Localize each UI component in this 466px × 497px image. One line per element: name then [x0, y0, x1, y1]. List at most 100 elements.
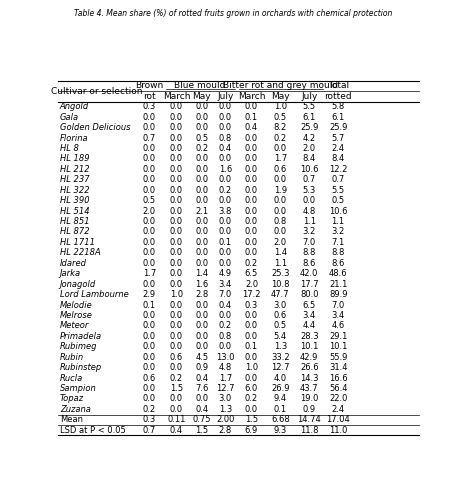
Text: 4.8: 4.8 — [219, 363, 232, 372]
Text: 0.0: 0.0 — [219, 196, 232, 205]
Text: Idared: Idared — [60, 259, 87, 268]
Text: 1.3: 1.3 — [274, 342, 287, 351]
Text: 0.0: 0.0 — [170, 280, 183, 289]
Text: 0.2: 0.2 — [245, 259, 258, 268]
Text: Lord Lambourne: Lord Lambourne — [60, 290, 129, 299]
Text: 10.8: 10.8 — [271, 280, 289, 289]
Text: 0.0: 0.0 — [170, 395, 183, 404]
Text: 1.6: 1.6 — [195, 280, 208, 289]
Text: 0.6: 0.6 — [170, 353, 183, 362]
Text: 7.0: 7.0 — [302, 238, 316, 247]
Text: 0.0: 0.0 — [195, 311, 208, 320]
Text: HL 872: HL 872 — [60, 228, 89, 237]
Text: 4.4: 4.4 — [303, 322, 316, 331]
Text: 56.4: 56.4 — [329, 384, 347, 393]
Text: 0.2: 0.2 — [245, 395, 258, 404]
Text: 0.8: 0.8 — [219, 134, 232, 143]
Text: 1.0: 1.0 — [274, 102, 287, 111]
Text: 0.0: 0.0 — [143, 165, 156, 174]
Text: 19.0: 19.0 — [300, 395, 318, 404]
Text: Rubimeg: Rubimeg — [60, 342, 97, 351]
Text: 0.0: 0.0 — [219, 102, 232, 111]
Text: 2.4: 2.4 — [332, 405, 345, 414]
Text: 0.0: 0.0 — [195, 342, 208, 351]
Text: 1.6: 1.6 — [219, 165, 232, 174]
Text: 5.5: 5.5 — [332, 186, 345, 195]
Text: 0.0: 0.0 — [219, 217, 232, 226]
Text: 0.0: 0.0 — [245, 155, 258, 164]
Text: 0.0: 0.0 — [170, 175, 183, 184]
Text: 0.0: 0.0 — [170, 248, 183, 257]
Text: 5.5: 5.5 — [303, 102, 316, 111]
Text: 0.0: 0.0 — [170, 322, 183, 331]
Text: 1.4: 1.4 — [195, 269, 208, 278]
Text: 22.0: 22.0 — [329, 395, 347, 404]
Text: July: July — [217, 92, 233, 101]
Text: 7.6: 7.6 — [195, 384, 208, 393]
Text: 0.0: 0.0 — [195, 175, 208, 184]
Text: 2.8: 2.8 — [195, 290, 208, 299]
Text: 0.0: 0.0 — [195, 165, 208, 174]
Text: 17.7: 17.7 — [300, 280, 319, 289]
Text: 14.74: 14.74 — [297, 415, 321, 424]
Text: 10.1: 10.1 — [300, 342, 318, 351]
Text: 0.0: 0.0 — [195, 155, 208, 164]
Text: HL 390: HL 390 — [60, 196, 89, 205]
Text: 0.2: 0.2 — [219, 322, 232, 331]
Text: 89.9: 89.9 — [329, 290, 347, 299]
Text: 0.0: 0.0 — [195, 123, 208, 132]
Text: 0.0: 0.0 — [170, 113, 183, 122]
Text: May: May — [192, 92, 211, 101]
Text: 21.1: 21.1 — [329, 280, 347, 289]
Text: 0.0: 0.0 — [219, 228, 232, 237]
Text: 0.1: 0.1 — [274, 405, 287, 414]
Text: 12.2: 12.2 — [329, 165, 347, 174]
Text: LSD at P < 0.05: LSD at P < 0.05 — [60, 426, 125, 435]
Text: 1.4: 1.4 — [274, 248, 287, 257]
Text: 25.9: 25.9 — [329, 123, 347, 132]
Text: 0.1: 0.1 — [245, 113, 258, 122]
Text: 0.0: 0.0 — [219, 175, 232, 184]
Text: Jonagold: Jonagold — [60, 280, 96, 289]
Text: Zuzana: Zuzana — [60, 405, 90, 414]
Text: Bitter rot and grey mould: Bitter rot and grey mould — [223, 82, 338, 90]
Text: 0.6: 0.6 — [274, 311, 287, 320]
Text: 12.7: 12.7 — [216, 384, 234, 393]
Text: 14.3: 14.3 — [300, 374, 318, 383]
Text: 0.3: 0.3 — [245, 301, 258, 310]
Text: 0.0: 0.0 — [245, 374, 258, 383]
Text: 0.0: 0.0 — [170, 207, 183, 216]
Text: 6.5: 6.5 — [302, 301, 316, 310]
Text: 47.7: 47.7 — [271, 290, 290, 299]
Text: 0.0: 0.0 — [143, 311, 156, 320]
Text: 0.0: 0.0 — [195, 113, 208, 122]
Text: 1.1: 1.1 — [303, 217, 316, 226]
Text: 26.9: 26.9 — [271, 384, 289, 393]
Text: 48.6: 48.6 — [329, 269, 348, 278]
Text: 0.0: 0.0 — [170, 405, 183, 414]
Text: 3.2: 3.2 — [302, 228, 316, 237]
Text: 0.0: 0.0 — [143, 175, 156, 184]
Text: 0.7: 0.7 — [143, 134, 156, 143]
Text: Cultivar or selection: Cultivar or selection — [51, 86, 143, 95]
Text: Jarka: Jarka — [60, 269, 81, 278]
Text: Total
rotted: Total rotted — [324, 82, 352, 101]
Text: 12.7: 12.7 — [271, 363, 289, 372]
Text: HL 189: HL 189 — [60, 155, 89, 164]
Text: 0.0: 0.0 — [143, 384, 156, 393]
Text: 0.0: 0.0 — [143, 238, 156, 247]
Text: 0.2: 0.2 — [195, 144, 208, 153]
Text: 4.8: 4.8 — [302, 207, 316, 216]
Text: Blue mould: Blue mould — [174, 82, 226, 90]
Text: 0.4: 0.4 — [170, 426, 183, 435]
Text: 2.0: 2.0 — [303, 144, 316, 153]
Text: 55.9: 55.9 — [329, 353, 347, 362]
Text: 0.0: 0.0 — [143, 353, 156, 362]
Text: 0.7: 0.7 — [331, 175, 345, 184]
Text: 5.4: 5.4 — [274, 332, 287, 341]
Text: HL 1711: HL 1711 — [60, 238, 95, 247]
Text: 8.8: 8.8 — [302, 248, 316, 257]
Text: 0.0: 0.0 — [170, 144, 183, 153]
Text: 0.0: 0.0 — [274, 144, 287, 153]
Text: 0.0: 0.0 — [219, 259, 232, 268]
